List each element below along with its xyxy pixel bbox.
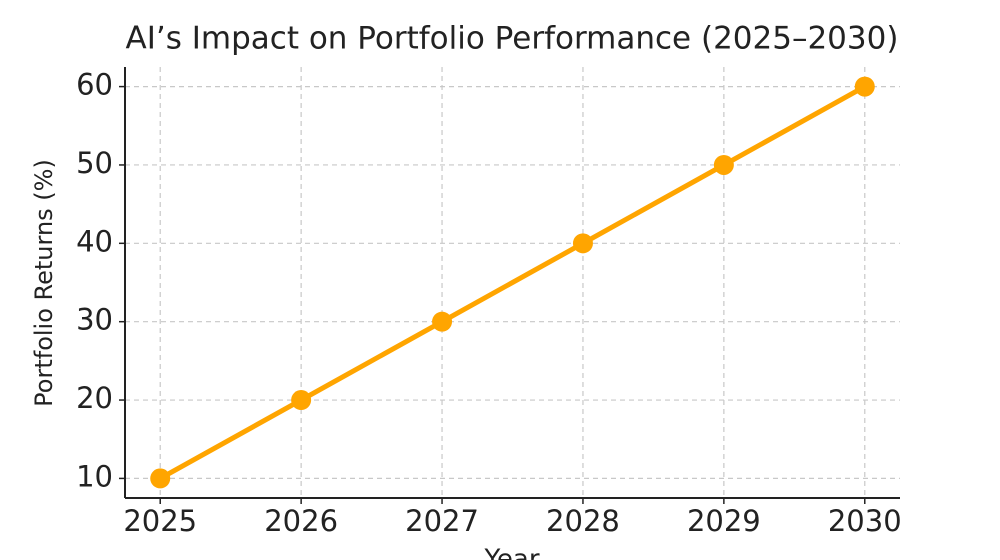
y-axis-label: Portfolio Returns (%) [30, 159, 58, 407]
x-axis-label: Year [483, 545, 539, 560]
y-tick-label: 50 [76, 146, 113, 180]
y-tick-label: 20 [76, 381, 113, 415]
y-tick-label: 30 [76, 303, 113, 337]
point [854, 76, 875, 97]
y-tick-label: 10 [76, 459, 113, 493]
x-tick-label: 2025 [123, 504, 197, 538]
point [572, 233, 593, 254]
line [159, 84, 866, 481]
x-tick-label: 2027 [405, 504, 479, 538]
point [713, 154, 734, 175]
point [291, 390, 312, 411]
x-tick-label: 2030 [828, 504, 902, 538]
x-tick-label: 2029 [687, 504, 761, 538]
x-tick-label: 2028 [546, 504, 620, 538]
point [432, 311, 453, 332]
y-tick-label: 60 [76, 68, 113, 102]
y-tick-label: 40 [76, 224, 113, 258]
x-tick-label: 2026 [264, 504, 338, 538]
chart-title: AI’s Impact on Portfolio Performance (20… [126, 21, 899, 57]
point [150, 468, 171, 489]
